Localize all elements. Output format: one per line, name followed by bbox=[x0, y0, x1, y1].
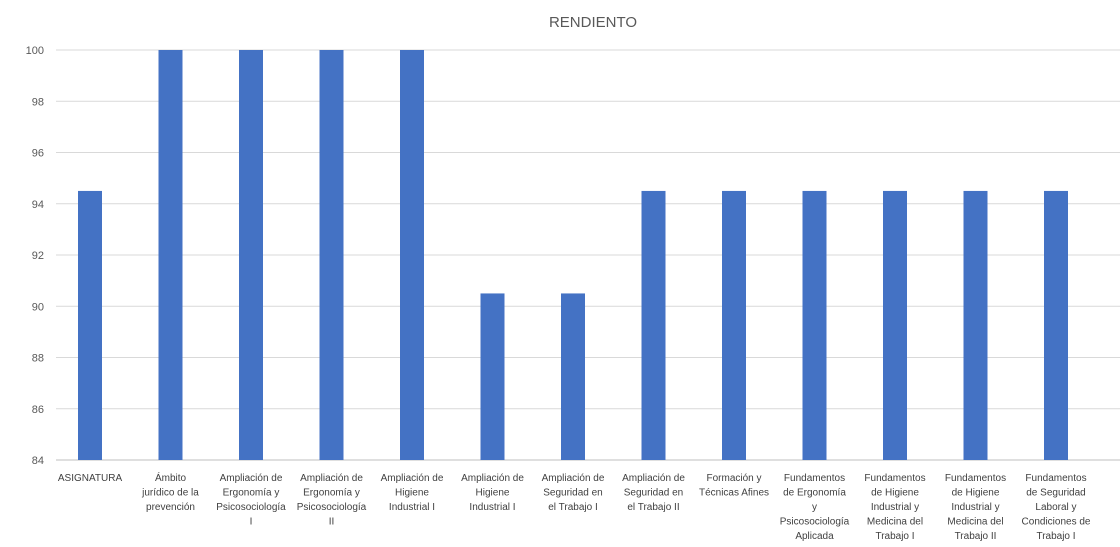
x-tick-label: Fundamentos de Higiene Industrial y Medicin… bbox=[945, 473, 1006, 542]
x-tick-label-line: II bbox=[329, 517, 335, 528]
y-tick-label: 84 bbox=[32, 455, 44, 467]
x-tick-label-line: de Higiene bbox=[952, 488, 1000, 499]
bar bbox=[722, 190, 746, 460]
gridlines bbox=[56, 49, 1120, 461]
y-tick-label: 88 bbox=[32, 353, 44, 365]
x-tick-label-line: Ampliación de bbox=[622, 473, 685, 484]
x-tick-label-line: Higiene bbox=[476, 488, 510, 499]
y-tick-label: 86 bbox=[32, 404, 44, 416]
x-tick-label: Fundamentos de Ergonomía y Psicosociología A… bbox=[780, 473, 850, 542]
y-tick-label: 98 bbox=[32, 96, 44, 108]
x-tick-label: Ampliación de Seguridad en el Trabajo I bbox=[542, 473, 605, 513]
x-tick-label-line: Psicosociología bbox=[297, 502, 367, 513]
x-tick-label-line: Ampliación de bbox=[461, 473, 524, 484]
bar bbox=[158, 50, 183, 460]
bar bbox=[802, 190, 827, 460]
x-tick-label-line: Técnicas Afines bbox=[699, 488, 769, 499]
x-tick-label: Ampliación de Ergonomía y Psicosociología I bbox=[216, 473, 286, 528]
x-tick-label-line: Fundamentos bbox=[784, 473, 845, 484]
x-tick-label-line: Ampliación de bbox=[300, 473, 363, 484]
chart-title: RENDIENTO bbox=[549, 14, 637, 31]
x-tick-label-line: Laboral y bbox=[1035, 502, 1076, 513]
x-tick-label: Ampliación de Seguridad en el Trabajo II bbox=[622, 473, 685, 513]
x-tick-label-line: de Seguridad bbox=[1026, 488, 1086, 499]
x-tick-label-line: Formación y bbox=[706, 473, 761, 484]
x-tick-label-line: Medicina del bbox=[947, 517, 1003, 528]
x-tick-label-line: Psicosociología bbox=[780, 517, 850, 528]
x-axis-ticks: ASIGNATURA Ámbito jurídico de la prevención… bbox=[58, 471, 1091, 542]
y-tick-label: 94 bbox=[32, 199, 44, 211]
x-tick-label: Ampliación de Ergonomía y Psicosociología I… bbox=[297, 473, 367, 528]
x-tick-label-line: Higiene bbox=[395, 488, 429, 499]
x-tick-label-line: Ampliación de bbox=[220, 473, 283, 484]
x-tick-label-line: Fundamentos bbox=[864, 473, 925, 484]
x-tick-label: Ámbito jurídico de la prevención bbox=[141, 471, 199, 513]
x-tick-label-line: Trabajo I bbox=[875, 531, 914, 542]
x-tick-label-line: Ámbito bbox=[155, 471, 187, 484]
bar bbox=[561, 293, 585, 460]
y-tick-label: 96 bbox=[32, 148, 44, 160]
y-tick-label: 92 bbox=[32, 250, 44, 262]
x-tick-label-line: Fundamentos bbox=[1025, 473, 1086, 484]
x-tick-label: Fundamentos de Higiene Industrial y Medicin… bbox=[864, 473, 925, 542]
x-tick-label-line: Ampliación de bbox=[542, 473, 605, 484]
x-tick-label-line: jurídico de la bbox=[141, 488, 199, 499]
x-tick-label: Fundamentos de Seguridad Laboral y Condicio… bbox=[1022, 473, 1091, 542]
x-tick-label-line: Seguridad en bbox=[624, 488, 684, 499]
x-tick-label-line: Medicina del bbox=[867, 517, 923, 528]
x-tick-label-line: y bbox=[812, 502, 817, 513]
x-tick-label-line: de Ergonomía bbox=[783, 488, 846, 499]
bar bbox=[883, 190, 907, 460]
y-axis-ticks: 84 86 88 90 92 94 96 98 100 bbox=[26, 45, 44, 467]
x-tick-label-line: prevención bbox=[146, 502, 195, 513]
x-tick-label-line: Trabajo II bbox=[955, 531, 997, 542]
x-tick-label-line: Industrial y bbox=[871, 502, 919, 513]
x-tick-label: Ampliación de Higiene Industrial I bbox=[461, 473, 524, 513]
bar bbox=[78, 190, 102, 460]
bar bbox=[641, 190, 666, 460]
x-tick-label-line: Trabajo I bbox=[1036, 531, 1075, 542]
x-tick-label-line: Industrial I bbox=[389, 502, 435, 513]
x-tick-label-line: Ergonomía y bbox=[223, 488, 280, 499]
y-tick-label: 90 bbox=[32, 301, 44, 313]
bar bbox=[400, 50, 424, 460]
x-tick-label-line: Psicosociología bbox=[216, 502, 286, 513]
x-tick-label-line: Seguridad en bbox=[543, 488, 603, 499]
x-tick-label: Ampliación de Higiene Industrial I bbox=[381, 473, 444, 513]
x-tick-label: ASIGNATURA bbox=[58, 473, 123, 484]
x-tick-label-line: Industrial I bbox=[469, 502, 515, 513]
x-tick-label-line: Ampliación de bbox=[381, 473, 444, 484]
bar bbox=[963, 190, 988, 460]
x-tick-label-line: I bbox=[250, 517, 253, 528]
x-tick-label-line: Ergonomía y bbox=[303, 488, 360, 499]
x-tick-label-line: el Trabajo I bbox=[548, 502, 597, 513]
x-tick-label-line: el Trabajo II bbox=[627, 502, 679, 513]
x-tick-label-line: Condiciones de bbox=[1022, 517, 1091, 528]
x-tick-label-line: Fundamentos bbox=[945, 473, 1006, 484]
bar bbox=[239, 50, 263, 460]
bar bbox=[1044, 190, 1068, 460]
bar bbox=[480, 293, 505, 460]
x-tick-label-line: Industrial y bbox=[951, 502, 999, 513]
x-tick-label: Formación y Técnicas Afines bbox=[699, 473, 769, 499]
x-tick-label-line: ASIGNATURA bbox=[58, 473, 123, 484]
x-tick-label-line: Aplicada bbox=[795, 531, 834, 542]
x-tick-label-line: de Higiene bbox=[871, 488, 919, 499]
bars bbox=[78, 50, 1068, 460]
y-tick-label: 100 bbox=[26, 45, 44, 57]
bar bbox=[319, 50, 344, 460]
